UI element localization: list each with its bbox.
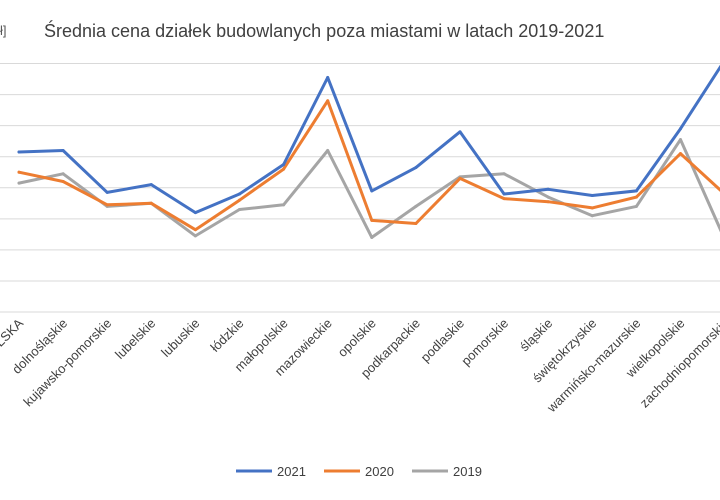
data-point-2021-9 bbox=[414, 166, 418, 170]
data-point-2021-8 bbox=[370, 189, 374, 193]
data-point-2019-12 bbox=[546, 195, 550, 199]
data-point-2021-5 bbox=[238, 192, 241, 196]
series-line-2021 bbox=[17, 64, 720, 215]
x-tick-label: śląskie bbox=[517, 316, 556, 355]
data-point-2021-15 bbox=[679, 127, 682, 131]
data-point-2019-5 bbox=[238, 207, 241, 211]
data-point-2020-3 bbox=[149, 201, 153, 205]
data-point-2019-7 bbox=[326, 148, 330, 152]
data-point-2020-4 bbox=[193, 228, 197, 232]
data-point-2020-13 bbox=[590, 206, 594, 210]
data-point-2019-11 bbox=[502, 172, 506, 176]
data-point-2020-14 bbox=[634, 195, 638, 199]
legend-label-2019: 2019 bbox=[453, 464, 482, 479]
data-point-2020-9 bbox=[414, 221, 418, 225]
data-point-2020-12 bbox=[546, 200, 550, 204]
data-point-2021-7 bbox=[326, 75, 330, 79]
data-point-2020-11 bbox=[502, 197, 506, 201]
data-point-2021-3 bbox=[149, 183, 153, 187]
data-point-2019-8 bbox=[370, 235, 374, 239]
data-point-2019-1 bbox=[61, 172, 65, 176]
data-point-2020-2 bbox=[105, 203, 109, 207]
legend-label-2021: 2021 bbox=[277, 464, 306, 479]
data-point-2019-14 bbox=[634, 204, 638, 208]
data-point-2021-6 bbox=[282, 162, 286, 166]
data-point-2020-10 bbox=[458, 176, 462, 180]
chart-title: Średnia cena działek budowlanych poza mi… bbox=[44, 20, 604, 41]
legend: 2021 2020 2019 bbox=[236, 464, 482, 479]
series-lines bbox=[17, 64, 720, 239]
x-tick-label: opolskie bbox=[335, 316, 379, 360]
data-point-2019-15 bbox=[679, 138, 682, 142]
data-point-2021-2 bbox=[105, 190, 109, 194]
x-tick-label: pomorskie bbox=[458, 316, 511, 369]
data-point-2021-12 bbox=[546, 187, 550, 191]
data-point-2021-4 bbox=[193, 211, 197, 215]
x-tick-label: łódzkie bbox=[207, 316, 246, 355]
data-point-2021-13 bbox=[590, 194, 594, 198]
data-point-2021-0 bbox=[17, 150, 21, 154]
x-tick-label: lubelskie bbox=[112, 316, 158, 362]
data-point-2020-8 bbox=[370, 218, 374, 222]
data-point-2021-11 bbox=[502, 192, 506, 196]
x-tick-label: kujawsko-pomorskie bbox=[20, 316, 114, 410]
y-axis-unit-fragment: ł] bbox=[0, 23, 7, 38]
legend-label-2020: 2020 bbox=[365, 464, 394, 479]
data-point-2020-6 bbox=[282, 167, 286, 171]
data-point-2019-9 bbox=[414, 204, 418, 208]
data-point-2020-15 bbox=[679, 152, 682, 156]
data-point-2019-4 bbox=[193, 234, 197, 238]
data-point-2019-13 bbox=[590, 214, 594, 218]
data-point-2020-5 bbox=[238, 198, 241, 202]
data-point-2020-0 bbox=[17, 170, 21, 174]
data-point-2021-10 bbox=[458, 130, 462, 134]
data-point-2020-7 bbox=[326, 99, 330, 103]
data-point-2021-14 bbox=[634, 189, 638, 193]
x-tick-label: lubuskie bbox=[158, 316, 202, 360]
data-point-2021-1 bbox=[61, 148, 65, 152]
x-axis-tick-labels: POLSKAdolnośląskiekujawsko-pomorskielube… bbox=[0, 315, 720, 415]
data-point-2019-0 bbox=[17, 181, 21, 185]
data-point-2019-6 bbox=[282, 203, 286, 207]
data-point-2020-1 bbox=[61, 180, 65, 184]
